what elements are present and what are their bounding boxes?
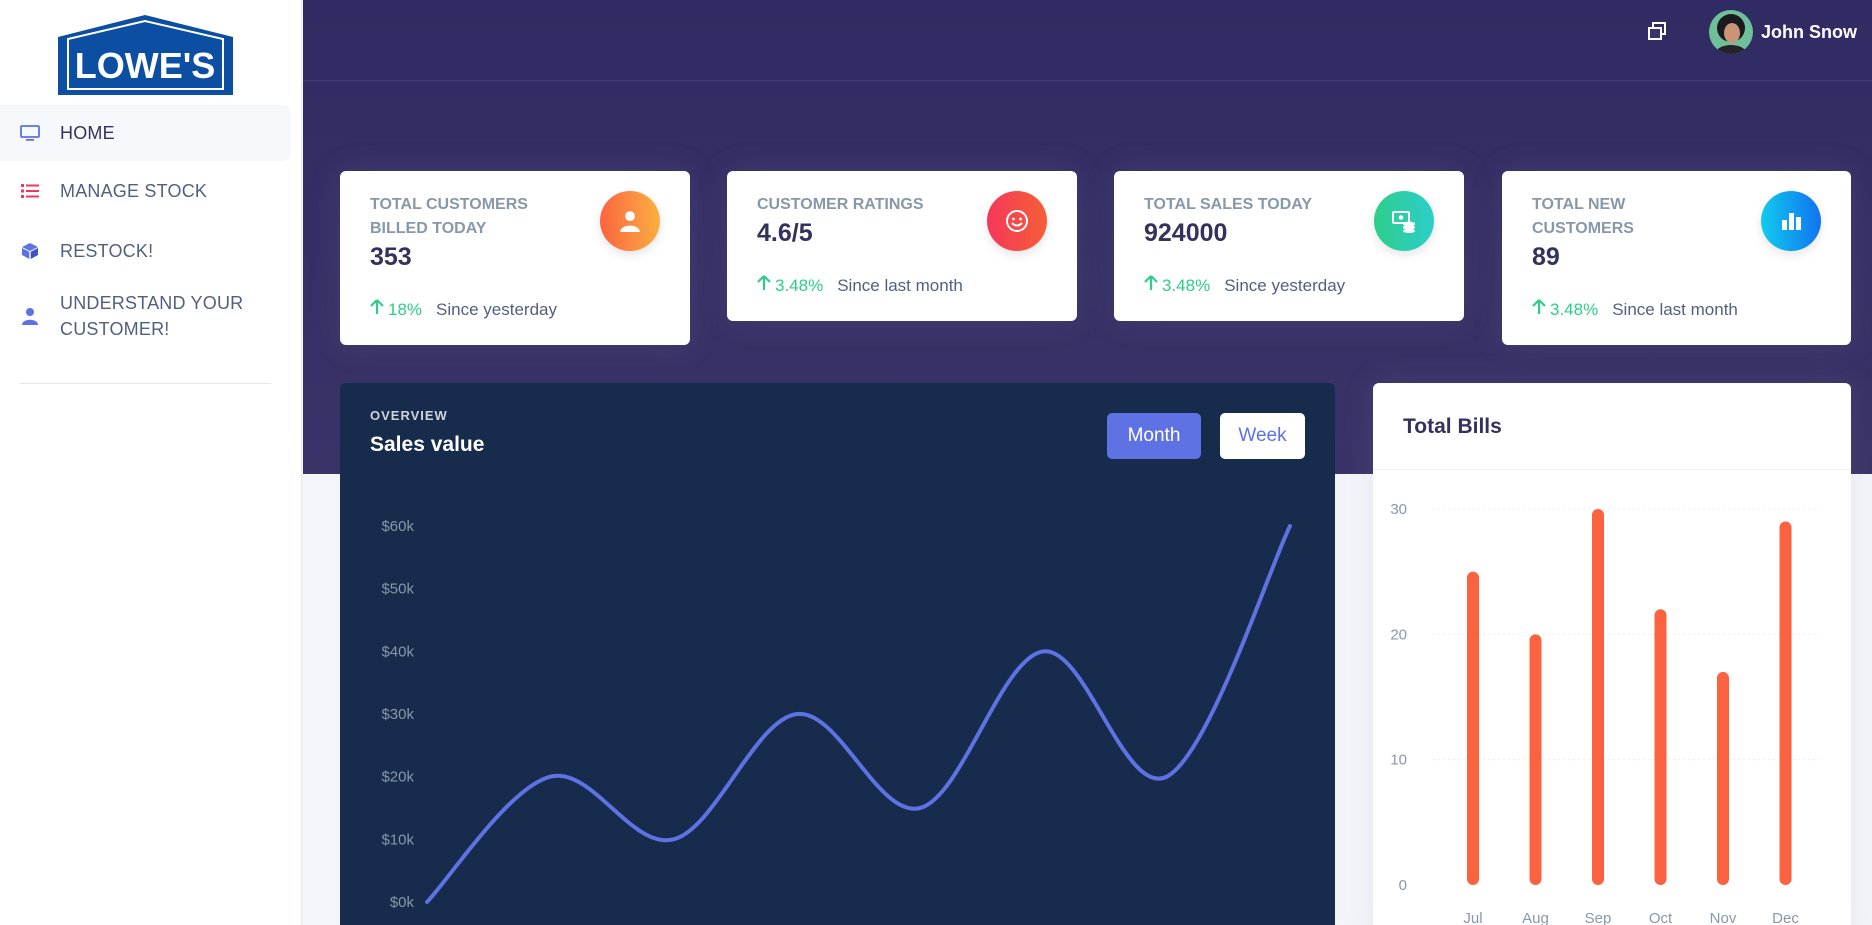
bar: [1717, 671, 1729, 885]
y-tick-label: $0k: [390, 894, 415, 911]
stat-title: TOTAL SALES TODAY: [1144, 196, 1313, 213]
sales-series-line: [425, 524, 1292, 904]
week-button[interactable]: Week: [1220, 413, 1305, 459]
topbar: John Snow: [303, 0, 1872, 81]
stat-title: TOTAL CUSTOMERS BILLED TODAY: [370, 196, 528, 237]
arrow-up-icon: [370, 299, 384, 320]
sidebar-item-manage-stock[interactable]: MANAGE STOCK: [0, 161, 291, 221]
stat-footer: 3.48% Since last month: [757, 275, 963, 296]
stat-change: 18%: [388, 299, 423, 319]
stat-value: 4.6/5: [757, 219, 813, 247]
money-coins-icon: [1374, 191, 1434, 251]
y-tick-label: $30k: [381, 706, 414, 723]
chart-title: Sales value: [370, 433, 485, 456]
y-tick-label: $50k: [381, 581, 414, 598]
x-tick-label: Jul: [1463, 910, 1482, 925]
user-icon: [600, 191, 660, 251]
user-menu[interactable]: John Snow: [1709, 10, 1857, 54]
bills-bar-chart: 0 10 20 30 Jul Aug Sep Oct Nov Dec: [1390, 501, 1819, 925]
smile-icon: [987, 191, 1047, 251]
stat-title: TOTAL NEW CUSTOMERS: [1532, 196, 1634, 237]
stat-since: Since last month: [837, 275, 963, 295]
stat-footer: 3.48% Since yesterday: [1144, 275, 1345, 296]
bar: [1529, 634, 1542, 885]
x-tick-label: Nov: [1710, 910, 1737, 925]
arrow-up-icon: [1532, 299, 1546, 320]
x-tick-label: Dec: [1772, 910, 1799, 925]
chart-overline: OVERVIEW: [370, 408, 448, 423]
arrow-up-icon: [1144, 275, 1158, 296]
stat-value: 89: [1532, 243, 1560, 271]
y-tick-label: $40k: [381, 643, 414, 660]
sidebar-item-label: MANAGE STOCK: [60, 181, 208, 201]
avatar[interactable]: [1709, 10, 1753, 54]
bar: [1779, 521, 1792, 885]
sidebar-item-restock[interactable]: RESTOCK!: [0, 221, 291, 281]
y-tick-label: 10: [1390, 752, 1407, 769]
user-icon: [20, 306, 40, 326]
stat-card-customers-billed: TOTAL CUSTOMERS BILLED TODAY 353 18% Sin…: [340, 171, 690, 345]
card-divider: [1373, 469, 1851, 470]
sidebar-item-label: HOME: [60, 123, 115, 143]
stat-since: Since yesterday: [1224, 275, 1346, 295]
bar: [1654, 609, 1667, 885]
sidebar-item-home[interactable]: HOME: [0, 105, 291, 161]
x-tick-label: Aug: [1522, 910, 1549, 925]
y-tick-label: 20: [1390, 626, 1407, 643]
bar: [1467, 571, 1479, 885]
bar: [1592, 509, 1604, 885]
lowes-logo[interactable]: LOWE'S: [58, 15, 233, 95]
list-icon: [20, 181, 40, 201]
chart-title: Total Bills: [1403, 415, 1502, 438]
stat-title: CUSTOMER RATINGS: [757, 196, 924, 213]
chart-bar-icon: [1761, 191, 1821, 251]
month-button[interactable]: Month: [1107, 413, 1201, 459]
stat-card-customer-ratings: CUSTOMER RATINGS 4.6/5 3.48% Since last …: [727, 171, 1077, 321]
user-name: John Snow: [1761, 21, 1857, 42]
stat-footer: 3.48% Since last month: [1532, 299, 1738, 320]
box-icon: [20, 241, 40, 261]
stat-value: 353: [370, 243, 412, 271]
sidebar-item-label: UNDERSTAND YOUR CUSTOMER!: [60, 293, 244, 339]
stat-change: 3.48%: [775, 275, 824, 295]
svg-text:LOWE'S: LOWE'S: [75, 45, 216, 86]
stat-since: Since last month: [1612, 299, 1738, 319]
y-tick-label: $10k: [381, 831, 414, 848]
sales-line-chart: $0k $10k $20k $30k $40k $50k $60k: [381, 518, 1292, 911]
stat-change: 3.48%: [1162, 275, 1211, 295]
stat-value: 924000: [1144, 219, 1228, 247]
window-icon[interactable]: [1646, 21, 1668, 43]
y-tick-label: $20k: [381, 769, 414, 786]
x-tick-label: Oct: [1649, 910, 1673, 925]
sidebar-nav: HOME MANAGE STOCK RESTOCK! UNDERSTAND YO…: [0, 105, 302, 351]
x-tick-label: Sep: [1585, 910, 1612, 925]
monitor-icon: [20, 123, 40, 143]
y-tick-label: 0: [1399, 877, 1407, 894]
sidebar-divider: [20, 383, 271, 384]
sidebar-item-understand-customer[interactable]: UNDERSTAND YOUR CUSTOMER!: [0, 281, 291, 351]
y-tick-label: 30: [1390, 501, 1407, 518]
arrow-up-icon: [757, 275, 771, 296]
stat-change: 3.48%: [1550, 299, 1599, 319]
stat-card-total-sales: TOTAL SALES TODAY 924000 3.48% Since yes…: [1114, 171, 1464, 321]
sales-value-card: $0k $10k $20k $30k $40k $50k $60k OVERVIEW Sal…: [340, 383, 1335, 925]
sidebar-item-label: RESTOCK!: [60, 241, 154, 261]
total-bills-card: Total Bills 0 10 20 30 Jul Aug Sep Oct Nov Dec: [1373, 383, 1851, 925]
y-tick-label: $60k: [381, 518, 414, 535]
sidebar: LOWE'S HOME MANAGE STOCK RESTOCK! UND: [0, 0, 302, 925]
stat-since: Since yesterday: [436, 299, 557, 319]
stat-footer: 18% Since yesterday: [370, 299, 557, 320]
stat-card-new-customers: TOTAL NEW CUSTOMERS 89 3.48% Since last …: [1502, 171, 1851, 345]
